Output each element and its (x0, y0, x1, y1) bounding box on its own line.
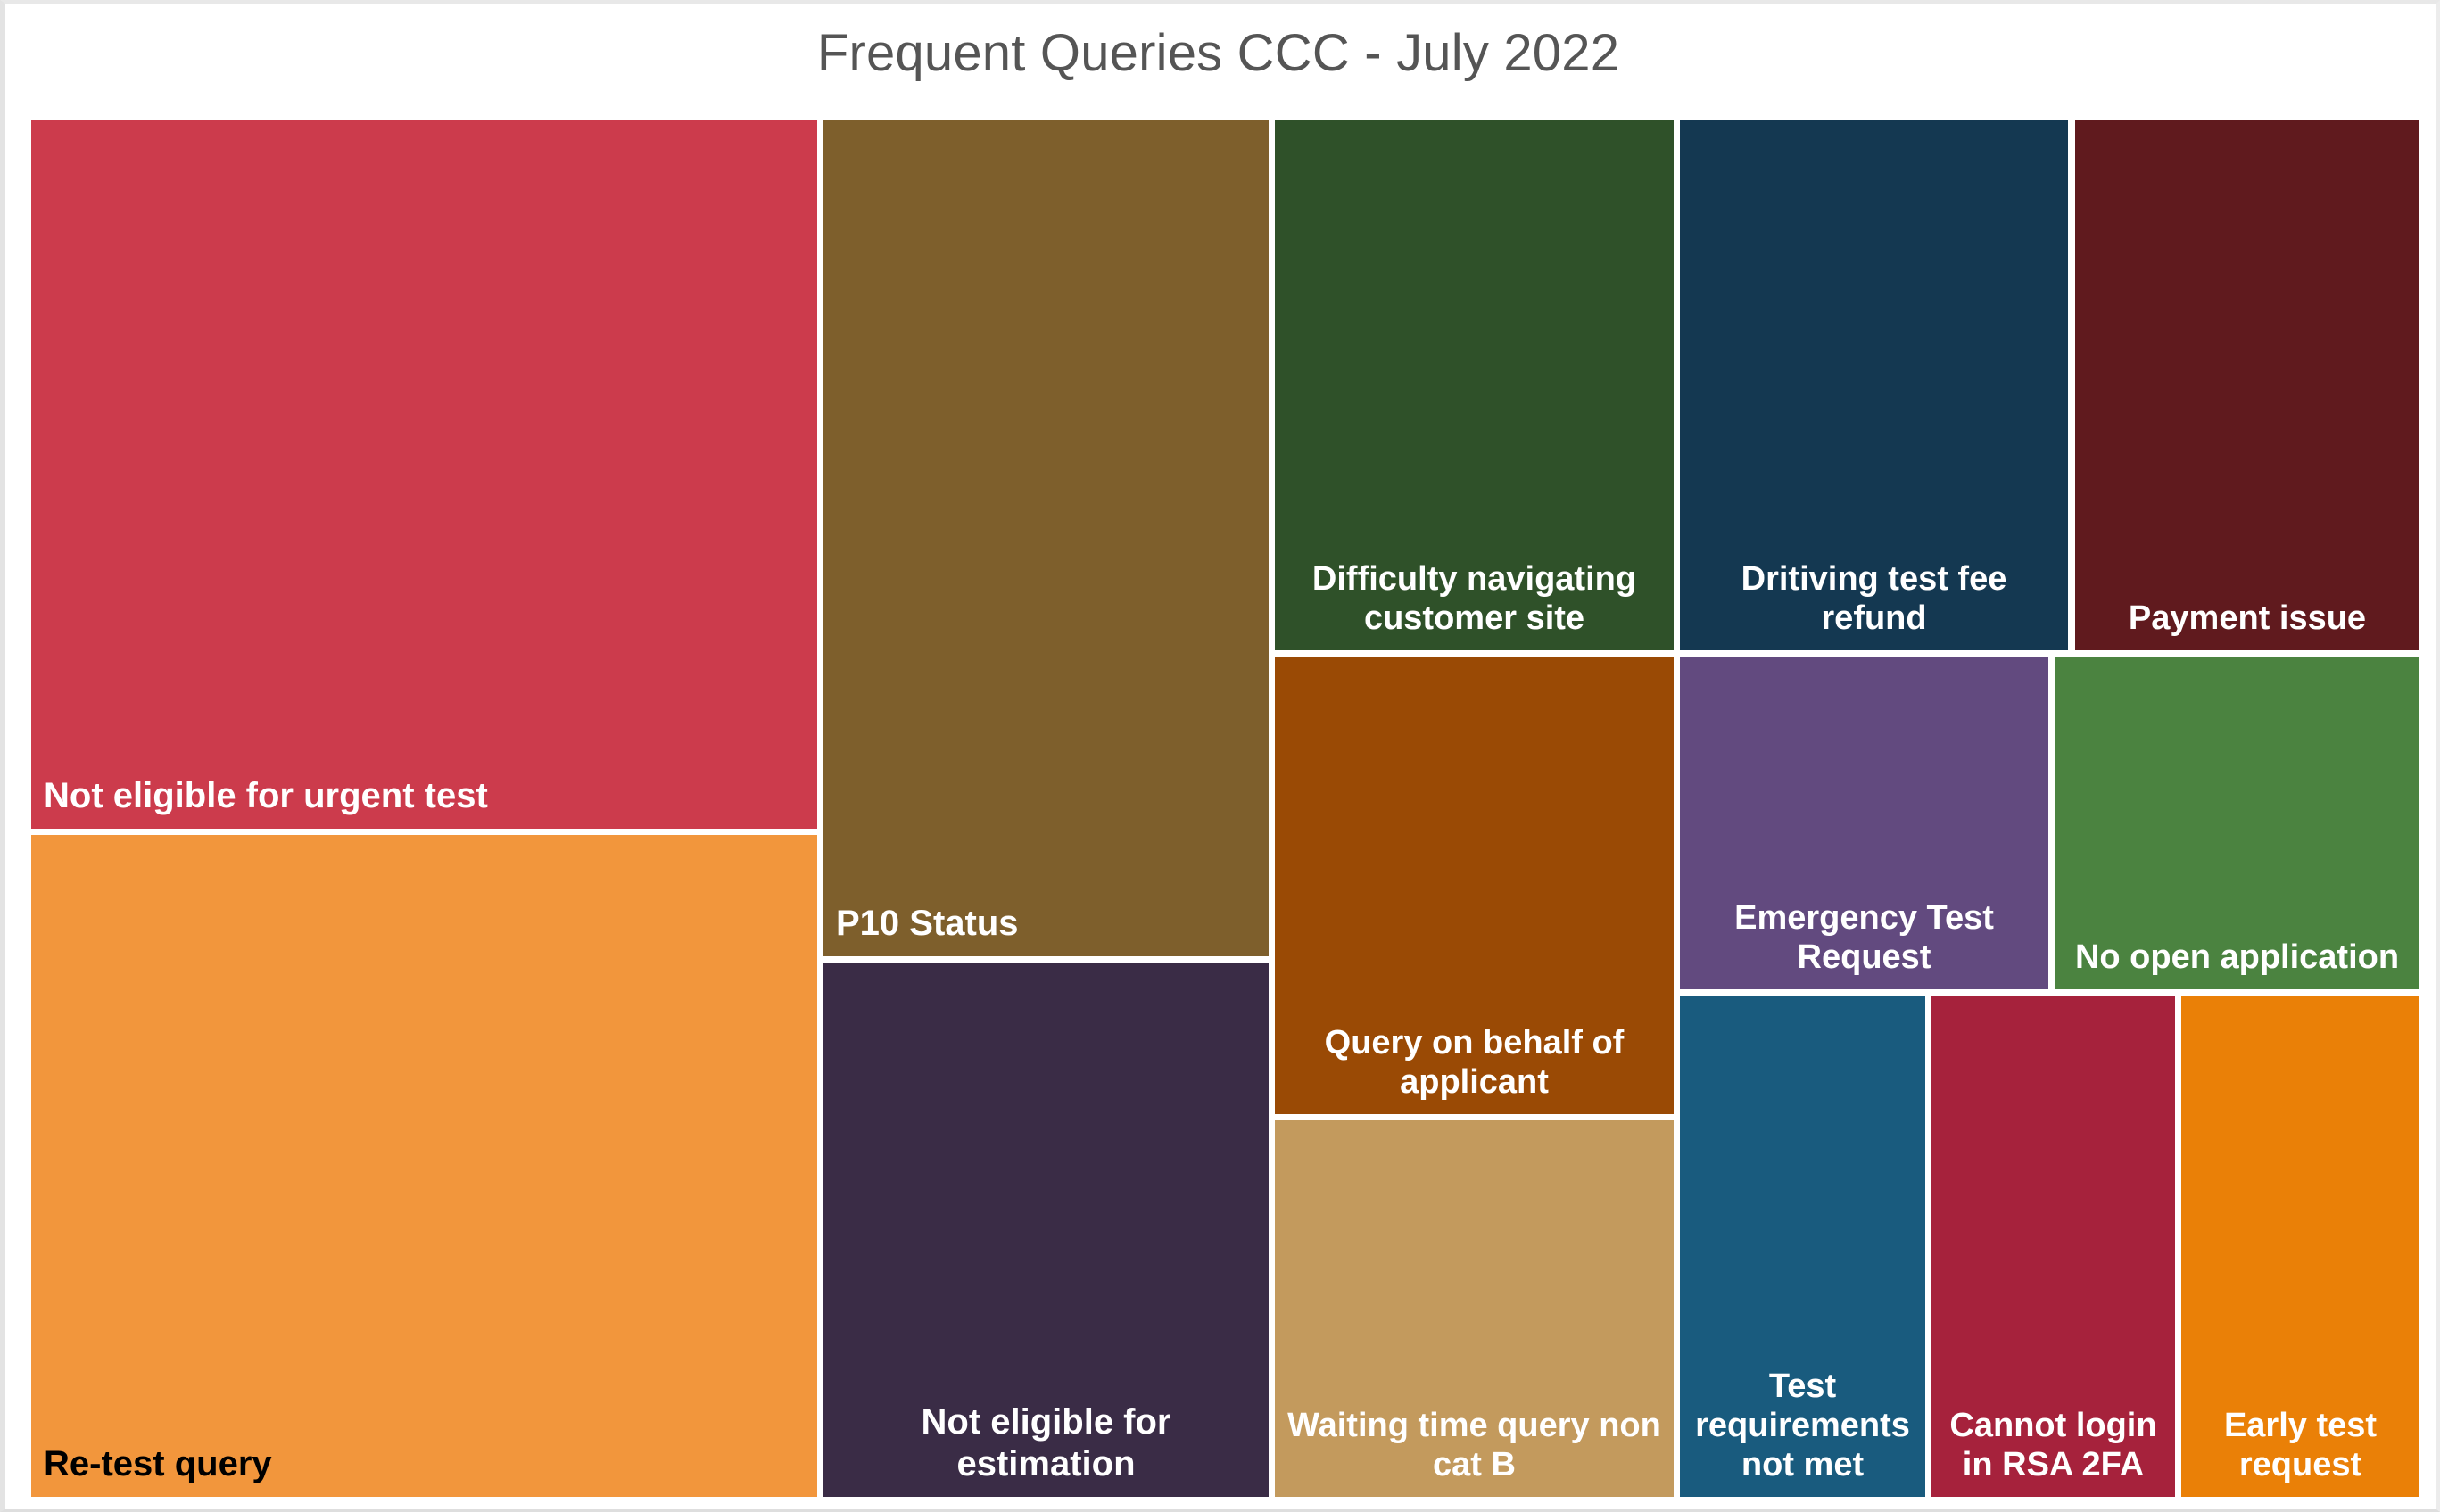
treemap-plot-area: Not eligible for urgent test Re-test que… (26, 116, 2419, 1499)
treemap-tile-waiting-time-query-non-cat-b[interactable]: Waiting time query non cat B (1275, 1120, 1674, 1497)
tile-label: Not eligible for estimation (921, 1402, 1171, 1483)
treemap-tile-cannot-login-in-rsa-2fa[interactable]: Cannot login in RSA 2FA (1931, 996, 2175, 1497)
chart-title: Frequent Queries CCC - July 2022 (816, 24, 1620, 82)
tile-label: Re-test query (44, 1443, 272, 1483)
treemap-tile-payment-issue[interactable]: Payment issue (2075, 120, 2419, 650)
treemap-tile-not-eligible-estimation[interactable]: Not eligible for estimation (823, 963, 1269, 1497)
tile-label: Query on behalf of applicant (1324, 1023, 1625, 1101)
treemap-tile-dritiving-test-fee-refund[interactable]: Dritiving test fee refund (1680, 120, 2068, 650)
tile-label: Dritiving test fee refund (1741, 559, 2007, 637)
treemap-tile-not-eligible-urgent-test[interactable]: Not eligible for urgent test (31, 120, 817, 829)
tile-label: P10 Status (836, 903, 1019, 943)
treemap-tile-p10-status[interactable]: P10 Status (823, 120, 1269, 956)
treemap-tile-re-test-query[interactable]: Re-test query (31, 835, 817, 1497)
tile-label: Waiting time query non cat B (1287, 1406, 1661, 1483)
treemap-tile-difficulty-navigating-customer-site[interactable]: Difficulty navigating customer site (1275, 120, 1674, 650)
treemap-tile-early-test-request[interactable]: Early test request (2181, 996, 2419, 1497)
treemap-tile-no-open-application[interactable]: No open application (2055, 657, 2419, 989)
tile-label: Difficulty navigating customer site (1311, 559, 1637, 637)
tile-label: Cannot login in RSA 2FA (1949, 1406, 2157, 1483)
treemap-tile-test-requirements-not-met[interactable]: Test requirements not met (1680, 996, 1925, 1497)
treemap-tile-emergency-test-request[interactable]: Emergency Test Request (1680, 657, 2048, 989)
tile-label: Test requirements not met (1695, 1367, 1910, 1483)
tile-label: No open application (2074, 938, 2400, 976)
tile-label: Emergency Test Request (1734, 898, 1994, 976)
tile-label: Payment issue (2128, 599, 2367, 637)
treemap-tile-query-on-behalf-of-applicant[interactable]: Query on behalf of applicant (1275, 657, 1674, 1114)
tile-label: Not eligible for urgent test (44, 775, 488, 815)
tile-label: Early test request (2223, 1406, 2378, 1483)
